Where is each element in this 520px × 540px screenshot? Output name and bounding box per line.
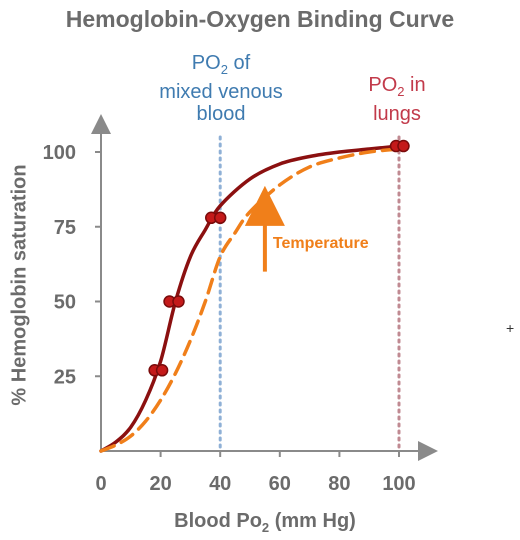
venous-po2-label: PO2 of mixed venous blood [159, 52, 283, 125]
y-tick-label-25: 25 [54, 366, 76, 388]
x-tick-label-20: 20 [149, 473, 171, 495]
x-axis-label: Blood Po2 (mm Hg) [174, 510, 356, 535]
chart-title: Hemoglobin-Oxygen Binding Curve [65, 6, 455, 32]
shifted-curve-line [99, 147, 401, 453]
lung-po2-label: PO2 in lungs [368, 74, 426, 125]
x-tick-label-100: 100 [382, 473, 415, 495]
normal-curve-line [99, 144, 401, 453]
data-point-7 [397, 139, 410, 153]
crosshair-cursor-icon: + [506, 320, 515, 336]
x-tick-label-60: 60 [269, 473, 291, 495]
data-point-1 [155, 364, 169, 377]
temperature-label: Temperature [273, 235, 369, 252]
y-tick-label-75: 75 [54, 217, 76, 239]
x-tick-label-40: 40 [209, 473, 231, 495]
y-tick-label-100: 100 [43, 142, 76, 164]
x-tick-label-0: 0 [95, 473, 106, 495]
data-point-5 [213, 211, 227, 225]
data-point-3 [172, 295, 185, 308]
y-tick-label-50: 50 [54, 292, 76, 314]
x-tick-label-80: 80 [328, 473, 350, 495]
